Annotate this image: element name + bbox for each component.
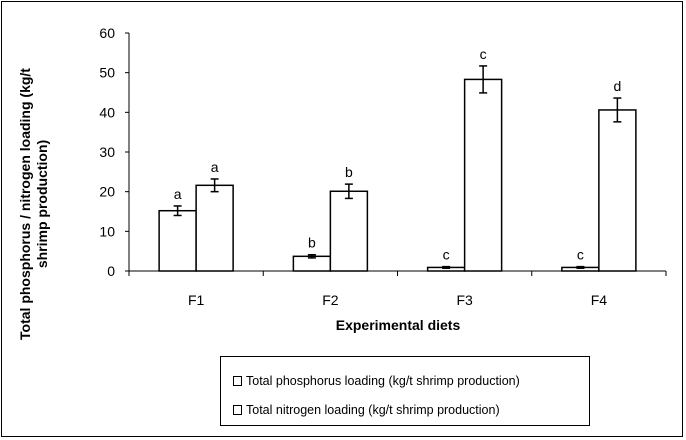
error-bar-phosphorus-f1 — [173, 205, 182, 217]
x-tick-label-f2: F2 — [322, 292, 339, 308]
sig-letter-nitrogen-f3: c — [480, 46, 487, 62]
y-axis-label-line2: shrimp production) — [34, 140, 50, 268]
sig-letter-phosphorus-f1: a — [174, 186, 182, 202]
y-tick-label: 10 — [99, 223, 115, 239]
error-bar-phosphorus-f4 — [576, 265, 585, 269]
legend-swatch-nitrogen — [233, 405, 242, 415]
y-tick-label: 30 — [99, 144, 115, 160]
bars — [158, 78, 637, 272]
y-tick-label: 50 — [99, 65, 115, 81]
bar-nitrogen-f2 — [329, 190, 369, 272]
legend-item-nitrogen: Total nitrogen loading (kg/t shrimp prod… — [233, 402, 500, 418]
error-bars — [173, 65, 622, 269]
error-bar-nitrogen-f4 — [613, 97, 622, 123]
error-bar-nitrogen-f2 — [344, 183, 353, 200]
bar-nitrogen-f1 — [195, 184, 234, 272]
y-tick-label: 0 — [107, 263, 115, 279]
sig-letter-phosphorus-f3: c — [443, 247, 450, 263]
y-axis-ticks: 0 10 20 30 40 50 60 — [99, 25, 129, 279]
legend-label-nitrogen: Total nitrogen loading (kg/t shrimp prod… — [246, 403, 500, 417]
error-bar-nitrogen-f3 — [479, 65, 488, 94]
sig-letter-phosphorus-f2: b — [308, 235, 316, 251]
x-tick-label-f1: F1 — [188, 292, 205, 308]
error-bar-phosphorus-f2 — [307, 253, 316, 259]
legend-swatch-phosphorus — [233, 376, 242, 386]
error-bar-phosphorus-f3 — [442, 265, 451, 269]
sig-letter-nitrogen-f2: b — [345, 164, 353, 180]
sig-letter-phosphorus-f4: c — [577, 247, 584, 263]
y-tick-label: 60 — [99, 25, 115, 41]
significance-letters: a a b b c c c d — [174, 46, 622, 263]
y-tick-label: 20 — [99, 184, 115, 200]
sig-letter-nitrogen-f1: a — [211, 159, 219, 175]
bar-phosphorus-f1 — [158, 209, 197, 272]
y-axis-label-line1: Total phosphorus / nitrogen loading (kg/… — [17, 68, 33, 340]
x-tick-label-f4: F4 — [591, 292, 608, 308]
legend: Total phosphorus loading (kg/t shrimp pr… — [220, 356, 590, 426]
legend-label-phosphorus: Total phosphorus loading (kg/t shrimp pr… — [246, 374, 520, 388]
error-bar-nitrogen-f1 — [210, 178, 219, 193]
bar-nitrogen-f4 — [598, 109, 637, 272]
bar-nitrogen-f3 — [463, 78, 503, 272]
y-axis-label: Total phosphorus / nitrogen loading (kg/… — [17, 68, 50, 340]
x-tick-label-f3: F3 — [456, 292, 473, 308]
y-tick-label: 40 — [99, 104, 115, 120]
x-axis-ticks: F1 F2 F3 F4 — [128, 271, 667, 308]
x-axis-label: Experimental diets — [336, 317, 461, 333]
legend-item-phosphorus: Total phosphorus loading (kg/t shrimp pr… — [233, 373, 520, 389]
sig-letter-nitrogen-f4: d — [613, 78, 621, 94]
